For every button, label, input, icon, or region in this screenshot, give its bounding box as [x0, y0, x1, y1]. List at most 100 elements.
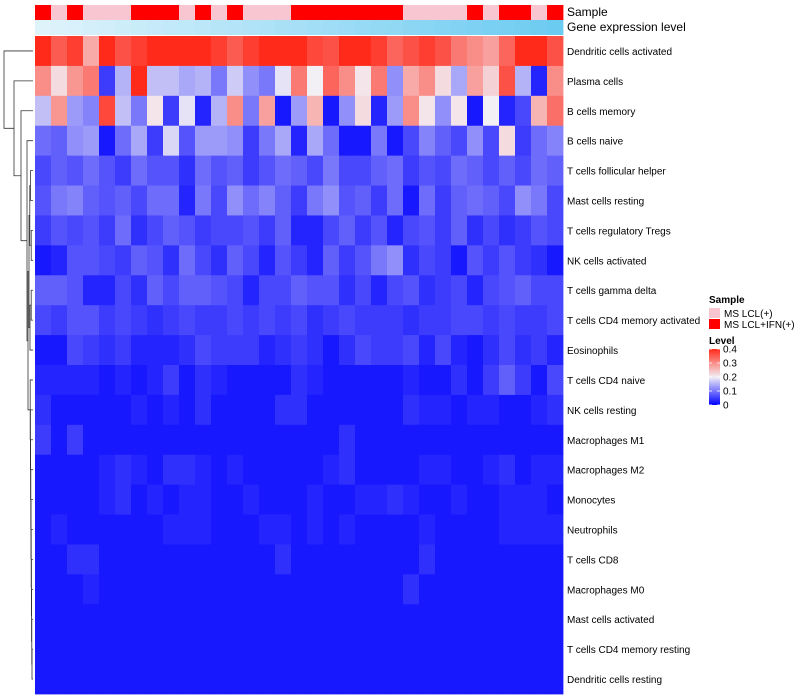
- heatmap-cell: [515, 394, 532, 426]
- heatmap-cell: [403, 634, 420, 665]
- heatmap-cell: [387, 65, 404, 97]
- heatmap-cell: [147, 305, 164, 336]
- row-label: Monocytes: [567, 496, 615, 507]
- heatmap-cell: [499, 65, 516, 97]
- heatmap-cell: [531, 155, 548, 186]
- heatmap-cell: [291, 95, 308, 127]
- heatmap-cell: [195, 185, 212, 216]
- heatmap-cell: [339, 424, 356, 456]
- heatmap-cell: [67, 484, 84, 515]
- heatmap-cell: [131, 125, 148, 157]
- gene-expression-annotation-cell: [531, 20, 548, 35]
- heatmap-cell: [451, 335, 468, 366]
- heatmap-cell: [451, 394, 468, 426]
- heatmap-cell: [323, 245, 340, 276]
- heatmap-cell: [371, 155, 388, 186]
- heatmap-cell: [163, 514, 180, 545]
- heatmap-cell: [131, 544, 148, 575]
- row-label: Macrophages M0: [567, 585, 645, 596]
- legend-level-ticks: 0.4 0.3 0.2 0.1 0: [709, 345, 737, 412]
- heatmap-cell: [307, 155, 324, 186]
- heatmap-cell: [67, 245, 84, 276]
- heatmap-cell: [339, 335, 356, 366]
- heatmap-cell: [339, 245, 356, 276]
- heatmap-cell: [115, 335, 132, 366]
- row-label: Mast cells activated: [567, 615, 654, 626]
- heatmap-cell: [339, 95, 356, 127]
- heatmap-cell: [211, 185, 228, 216]
- heatmap-cell: [147, 544, 164, 575]
- heatmap-cell: [35, 394, 52, 426]
- heatmap-cell: [451, 305, 468, 336]
- dendrogram-branch: [30, 230, 33, 261]
- heatmap-cell: [83, 454, 100, 486]
- gene-expression-annotation-cell: [515, 20, 532, 35]
- legend-tick-label: 0: [723, 401, 729, 412]
- heatmap-cell: [147, 245, 164, 276]
- heatmap-cell: [387, 335, 404, 366]
- heatmap-cell: [355, 424, 372, 456]
- heatmap-cell: [243, 65, 260, 97]
- row-labels: Dendritic cells activated Plasma cells B c…: [567, 47, 700, 686]
- legend-tick-label: 0.2: [723, 373, 737, 384]
- heatmap-cell: [195, 634, 212, 665]
- row-label: T cells regulatory Tregs: [567, 226, 671, 237]
- heatmap-cell: [35, 275, 52, 306]
- heatmap-cell: [99, 604, 116, 635]
- heatmap-cell: [451, 514, 468, 545]
- heatmap-cell: [291, 394, 308, 426]
- heatmap-cell: [227, 125, 244, 157]
- heatmap-cell: [339, 215, 356, 246]
- heatmap-cell: [307, 65, 324, 97]
- heatmap-cell: [227, 36, 244, 67]
- heatmap-cell: [339, 484, 356, 515]
- heatmap-cell: [499, 36, 516, 67]
- heatmap-cell: [227, 245, 244, 276]
- heatmap-cell: [515, 305, 532, 336]
- heatmap-cell: [211, 305, 228, 336]
- heatmap-cell: [99, 95, 116, 127]
- heatmap-cell: [547, 155, 564, 186]
- heatmap-cell: [339, 454, 356, 486]
- heatmap-cell: [419, 574, 436, 605]
- heatmap-cell: [131, 365, 148, 396]
- gene-expression-annotation-cell: [387, 20, 404, 35]
- heatmap-cell: [195, 155, 212, 186]
- gene-expression-annotation-cell: [307, 20, 324, 35]
- sample-annotation-cell: [259, 5, 276, 20]
- heatmap-cell: [131, 36, 148, 67]
- heatmap-cell: [339, 664, 356, 695]
- heatmap-cell: [371, 36, 388, 67]
- heatmap-cell: [403, 514, 420, 545]
- heatmap-cell: [179, 65, 196, 97]
- heatmap-cell: [291, 305, 308, 336]
- heatmap-cell: [499, 424, 516, 456]
- heatmap-cell: [483, 275, 500, 306]
- heatmap-cell: [195, 544, 212, 575]
- heatmap-cell: [435, 424, 452, 456]
- heatmap-cell: [195, 574, 212, 605]
- heatmap-cell: [243, 95, 260, 127]
- heatmap-cell: [291, 634, 308, 665]
- heatmap-cell: [51, 335, 68, 366]
- heatmap-cell: [371, 125, 388, 157]
- gene-expression-annotation-cell: [259, 20, 276, 35]
- heatmap-cell: [355, 155, 372, 186]
- heatmap-cell: [467, 36, 484, 67]
- heatmap-cell: [339, 185, 356, 216]
- heatmap-cell: [419, 185, 436, 216]
- heatmap-cell: [259, 544, 276, 575]
- heatmap-cell: [467, 215, 484, 246]
- heatmap-cell: [35, 155, 52, 186]
- heatmap-cell: [211, 215, 228, 246]
- heatmap-cell: [259, 36, 276, 67]
- heatmap-cell: [483, 185, 500, 216]
- heatmap-cell: [371, 275, 388, 306]
- heatmap-cell: [499, 544, 516, 575]
- heatmap-cell: [147, 664, 164, 695]
- heatmap-cell: [115, 424, 132, 456]
- heatmap-cell: [51, 36, 68, 67]
- heatmap-cell: [51, 155, 68, 186]
- heatmap-cell: [435, 604, 452, 635]
- heatmap-cell: [211, 245, 228, 276]
